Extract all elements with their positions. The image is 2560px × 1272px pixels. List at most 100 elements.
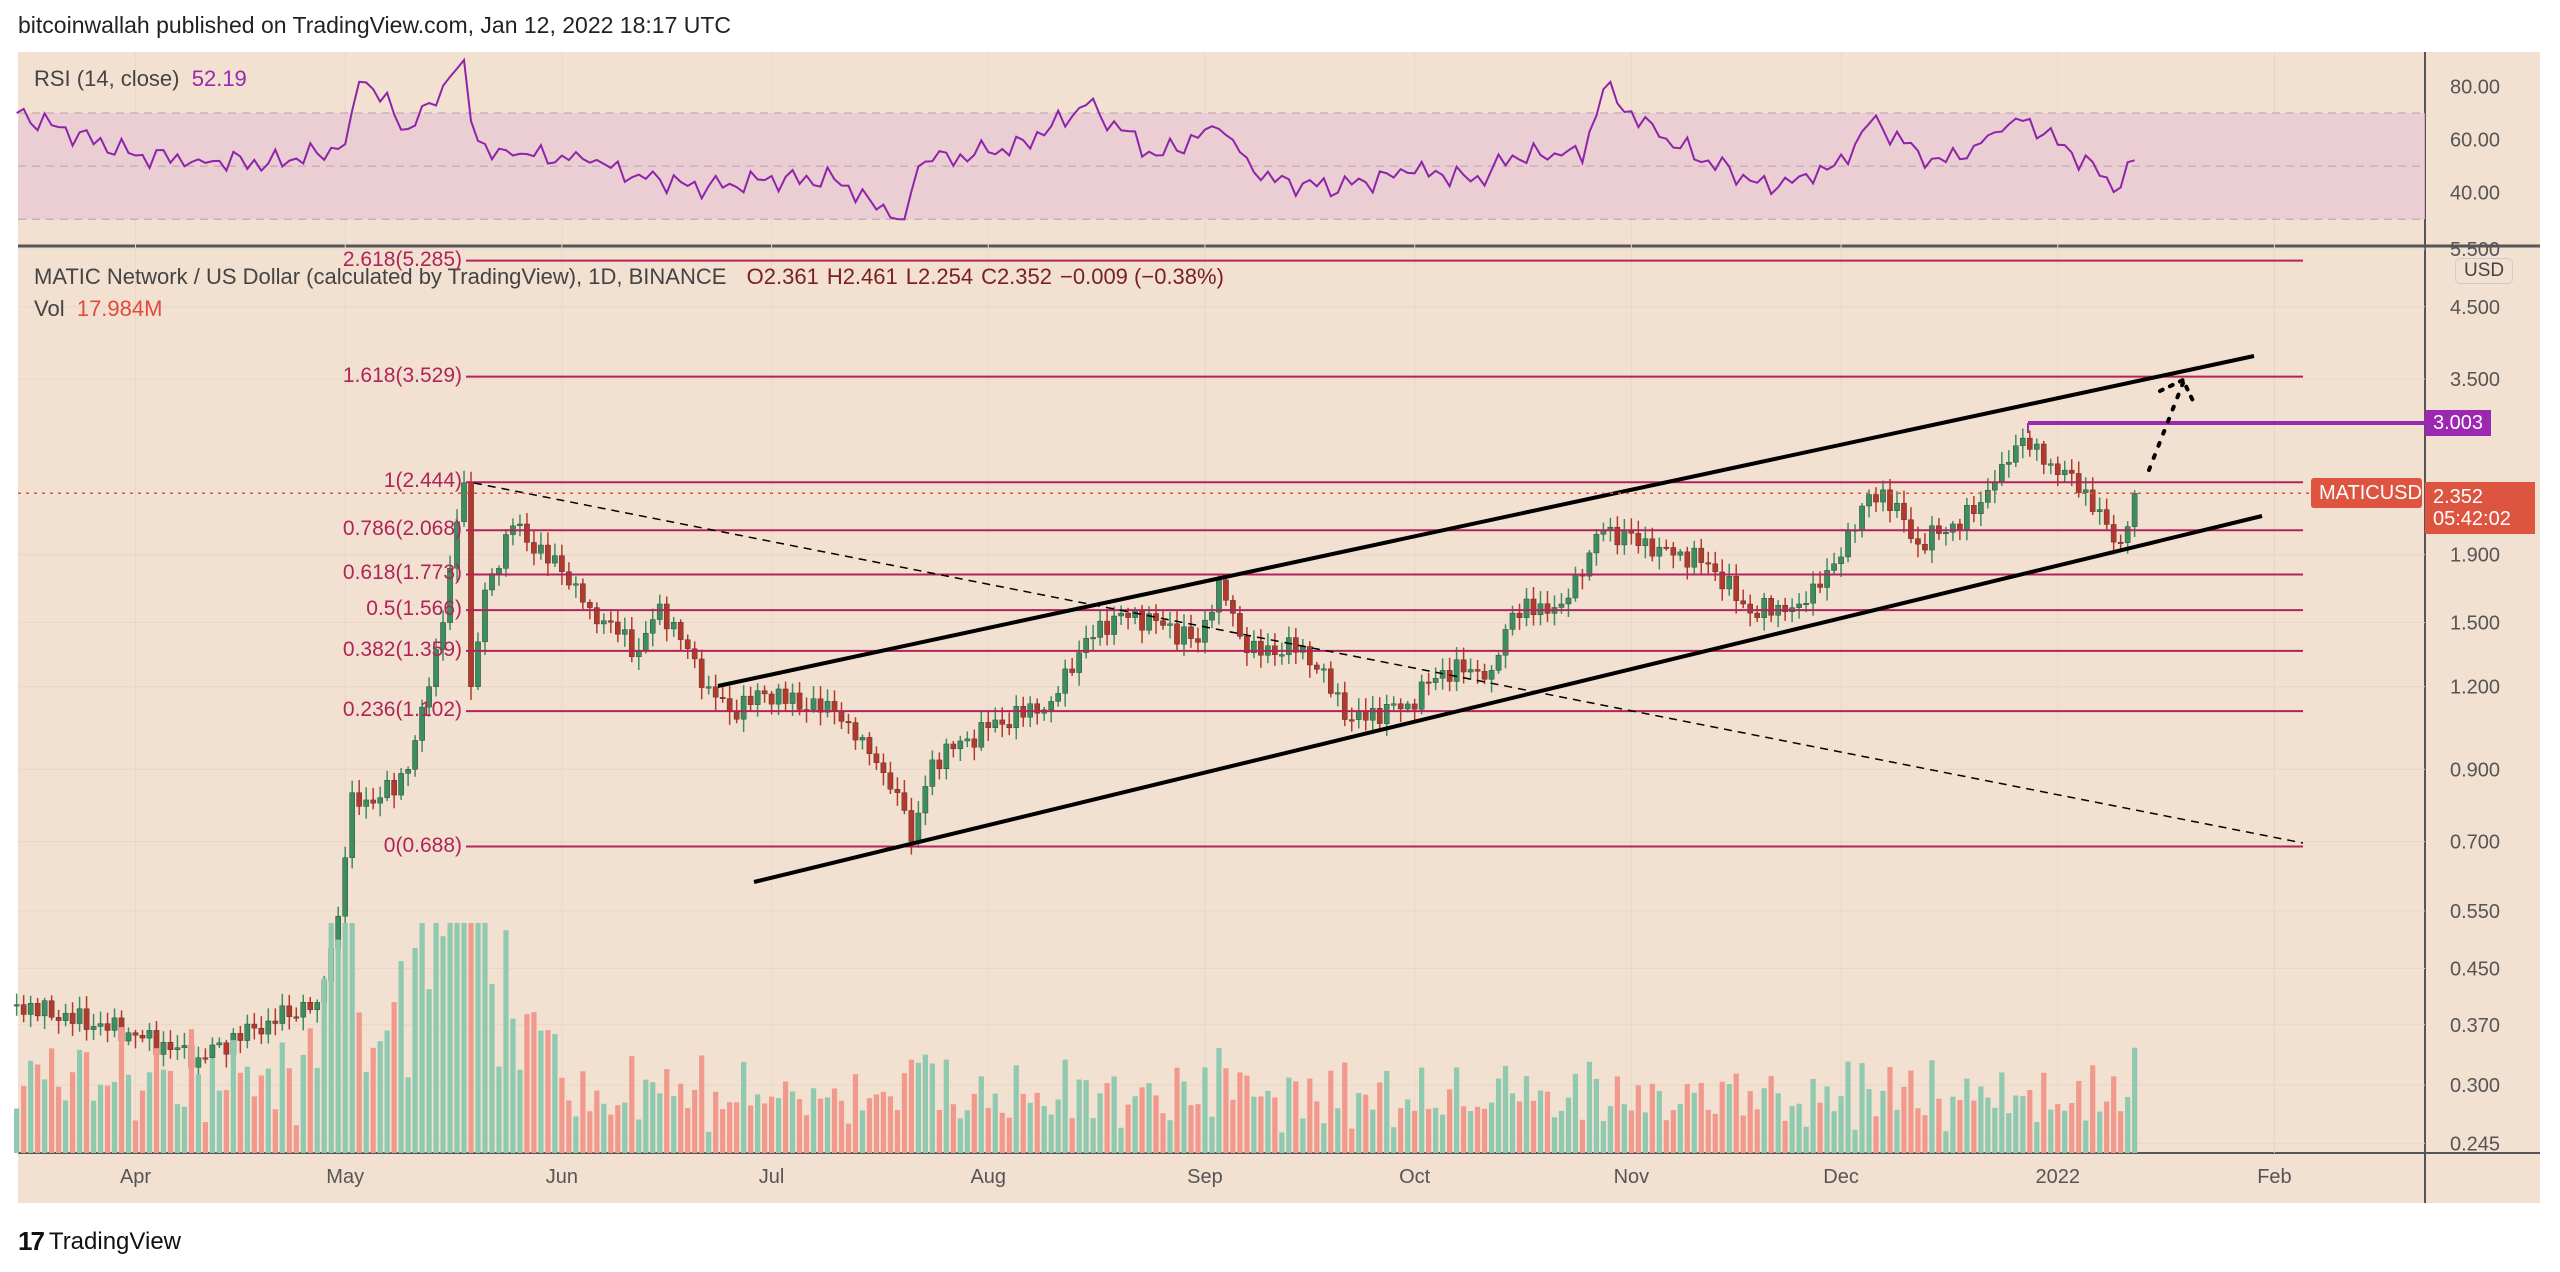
volume-bar xyxy=(188,1029,195,1153)
candle-body xyxy=(1712,563,1719,573)
candle-body xyxy=(1425,681,1432,684)
volume-bar xyxy=(852,1074,859,1153)
volume-bar xyxy=(594,1090,600,1153)
x-tick-label: Sep xyxy=(1187,1166,1223,1188)
candle-body xyxy=(573,583,579,586)
candle xyxy=(1013,695,1020,740)
candle xyxy=(866,732,873,766)
price-tick-label: 0.900 xyxy=(2450,759,2500,781)
candle-countdown: 05:42:02 xyxy=(2433,508,2511,530)
projection-arrow xyxy=(2147,381,2185,472)
candle-body xyxy=(111,1017,118,1031)
candle xyxy=(1712,551,1719,581)
candle xyxy=(950,741,957,758)
volume-bar xyxy=(63,1100,69,1153)
candle-body xyxy=(1677,551,1684,556)
channel-lower-line xyxy=(753,514,2263,884)
candle xyxy=(34,998,41,1022)
candle-body xyxy=(733,711,740,720)
candle-body xyxy=(1866,494,1872,507)
candle xyxy=(922,775,929,826)
candle xyxy=(1593,529,1600,566)
candle-body xyxy=(195,1057,202,1068)
volume-bar xyxy=(734,1102,740,1153)
price-tick-label: 0.245 xyxy=(2450,1133,2500,1155)
candle xyxy=(559,544,565,585)
candle-body xyxy=(1831,563,1837,571)
open-value: O2.361 xyxy=(746,264,819,289)
tradingview-logo[interactable]: 17 TradingView xyxy=(18,1226,181,1257)
candle-body xyxy=(950,743,957,750)
candle xyxy=(1307,641,1313,678)
candle-body xyxy=(887,772,894,790)
candle-body xyxy=(139,1034,146,1039)
candle xyxy=(601,613,607,634)
candle xyxy=(41,997,48,1030)
volume-bar xyxy=(1461,1106,1467,1153)
volume-bar xyxy=(1733,1073,1739,1153)
candle-body xyxy=(587,602,593,608)
candle-body xyxy=(929,759,936,787)
volume-bar xyxy=(1307,1078,1313,1153)
candle-body xyxy=(915,812,922,842)
volume-bar xyxy=(1796,1103,1802,1153)
candle xyxy=(1048,696,1054,723)
volume-bar xyxy=(160,1069,167,1153)
volume-bar xyxy=(42,1079,48,1153)
candle-body xyxy=(852,722,859,741)
volume-bar xyxy=(1747,1091,1753,1153)
candle xyxy=(1768,595,1774,623)
candle-body xyxy=(1817,583,1823,588)
price-tick-label: 1.900 xyxy=(2450,545,2500,567)
volume-bar xyxy=(1223,1068,1229,1153)
candle-body xyxy=(356,792,362,807)
candle-body xyxy=(1691,547,1698,568)
volume-bar xyxy=(1321,1123,1327,1153)
candle-body xyxy=(1565,597,1572,605)
volume-label: Vol xyxy=(34,296,65,321)
candle xyxy=(670,616,677,637)
candle xyxy=(628,616,635,663)
candle-body xyxy=(1334,692,1341,695)
currency-badge[interactable]: USD xyxy=(2455,258,2514,284)
candle-body xyxy=(62,1012,69,1021)
candle xyxy=(2019,428,2026,459)
candle xyxy=(1908,507,1914,544)
volume-bar xyxy=(1922,1115,1928,1153)
candle-body xyxy=(1460,659,1467,673)
candle xyxy=(1936,518,1942,540)
volume-bar xyxy=(342,923,348,1153)
resistance-price-tag: 3.003 xyxy=(2425,410,2492,437)
candle xyxy=(1635,520,1642,554)
volume-bar xyxy=(908,1059,914,1153)
candle xyxy=(370,787,376,810)
volume-bar xyxy=(1558,1110,1565,1153)
candle-body xyxy=(377,797,383,804)
candle xyxy=(531,530,537,566)
candle xyxy=(489,568,495,596)
volume-bar xyxy=(265,1068,271,1153)
volume-bar xyxy=(1600,1121,1606,1153)
volume-bar xyxy=(328,923,334,1153)
volume-bar xyxy=(1474,1106,1481,1153)
candle-body xyxy=(1062,668,1068,694)
candle-body xyxy=(307,1002,314,1010)
candle xyxy=(1453,647,1460,692)
candle-body xyxy=(1474,669,1481,672)
candle xyxy=(552,543,558,568)
candle-body xyxy=(258,1027,265,1035)
volume-bar xyxy=(1985,1097,1991,1153)
candle-body xyxy=(1362,710,1369,721)
symbol-title[interactable]: MATIC Network / US Dollar (calculated by… xyxy=(34,264,727,289)
candle xyxy=(1523,588,1530,627)
volume-bar xyxy=(1929,1060,1935,1153)
volume-bar xyxy=(412,947,418,1153)
candle-body xyxy=(1901,502,1907,520)
candle xyxy=(1090,624,1096,651)
candle xyxy=(300,994,307,1031)
ticker-tag: MATICUSD xyxy=(2311,478,2422,508)
candle-body xyxy=(663,603,670,630)
candle-body xyxy=(2131,493,2138,527)
x-tick-label: Dec xyxy=(1823,1166,1859,1188)
